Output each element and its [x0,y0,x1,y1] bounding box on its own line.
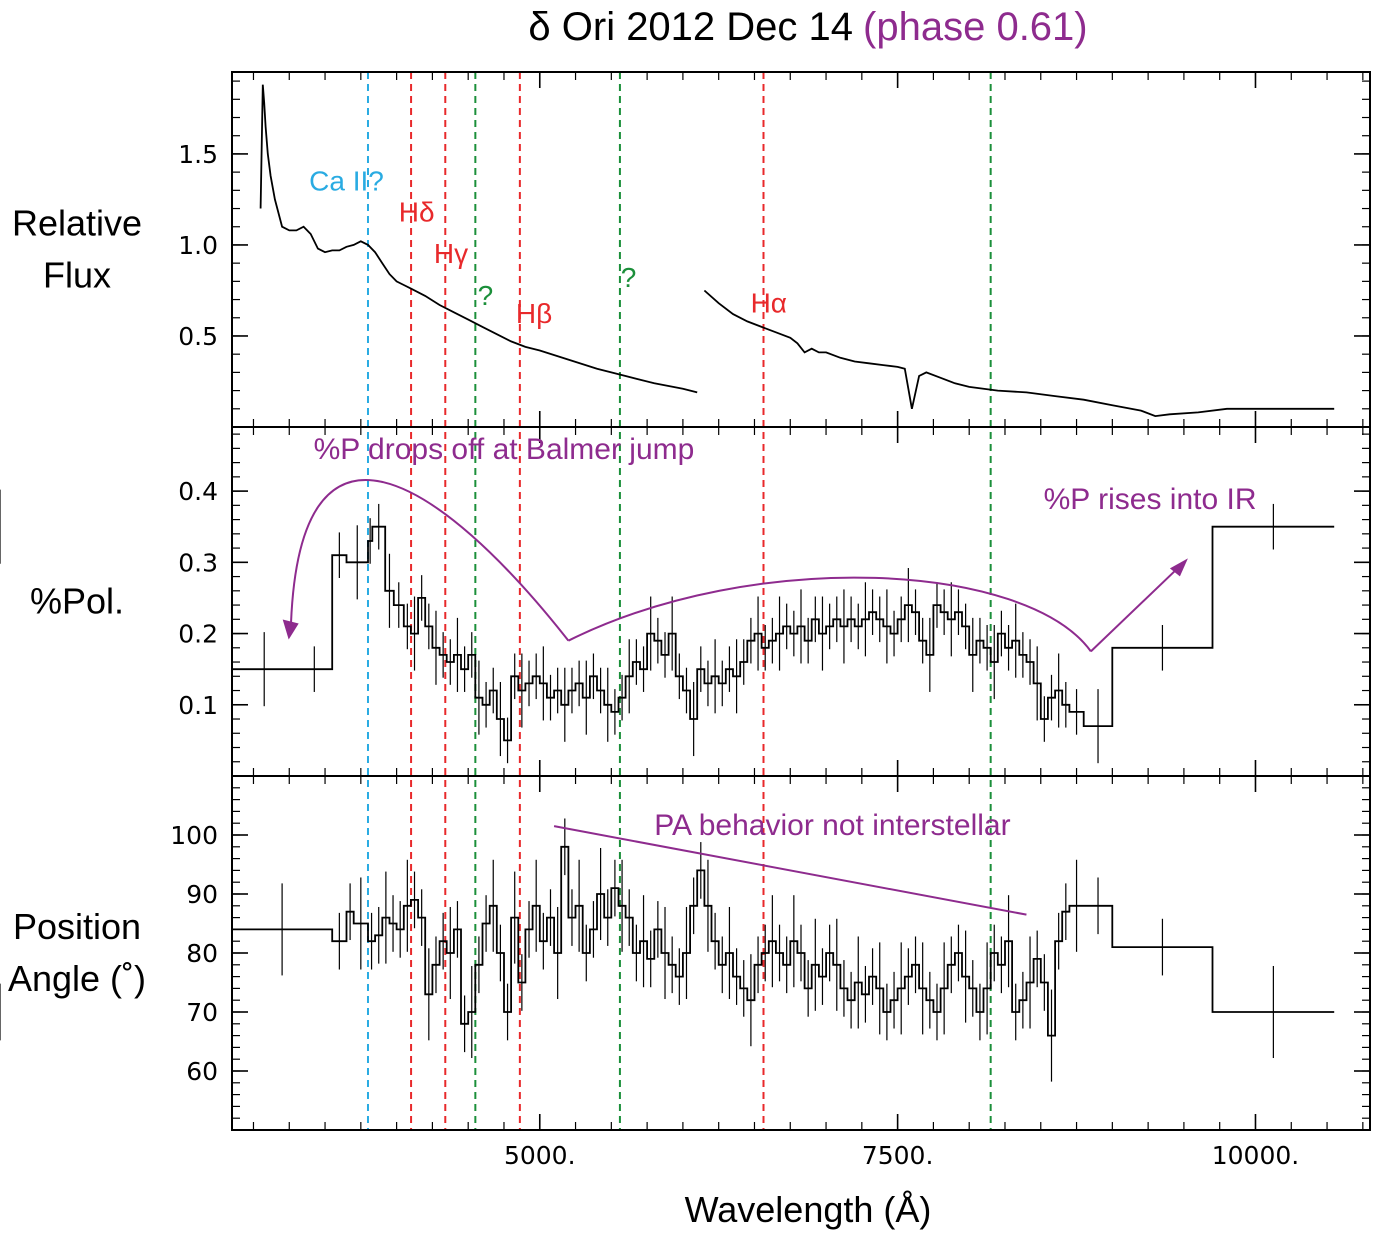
spectral-line-label: Hα [751,287,787,318]
polarization-step-series [232,525,1335,742]
flux-series-line [703,289,1335,418]
chart-title-main: δ Ori 2012 Dec 14 [528,5,853,49]
panel-polarization: 0.1 0.2 0.3 0.4 %Pol. %P drops off at Balmer … [0,426,1371,777]
y-tick-label: 70 [186,998,218,1027]
spectral-line-label: Ca II? [309,165,384,196]
x-tick-label: 5000. [504,1141,576,1170]
y-tick-label: 0.1 [178,691,218,720]
chart-title-phase: (phase 0.61) [863,5,1088,49]
x-tick-label: 7500. [862,1141,934,1170]
chart-panels: 0.5 1.0 1.5 Relative Flux Ca II? Hδ Hγ? Hβ? Hα 0.1… [0,71,1371,1170]
panel-position_angle: 60 70 80 90 100 Position Angle (˚) PA behavior … [0,775,1371,1170]
y-tick-label: 90 [186,880,218,909]
y-tick-label: 60 [186,1057,218,1086]
arrowhead-right [1169,558,1188,577]
y-axis-label: Angle (˚) [8,958,146,999]
y-axis-label: Position [13,906,141,947]
position_angle-step-series [232,845,1335,1037]
y-tick-label: 1.5 [178,140,218,169]
spectral-line-label: Hδ [399,196,435,227]
arrowhead-left [282,619,299,640]
annotation-text: %P rises into IR [1044,483,1257,516]
pa-trend-line [553,825,1027,916]
x-tick-label: 10000. [1212,1141,1299,1170]
panel-flux: 0.5 1.0 1.5 Relative Flux Ca II? Hδ Hγ? Hβ? Hα [12,71,1371,428]
chart-title: δ Ori 2012 Dec 14 (phase 0.61) [528,5,1087,49]
annotation-text: %P drops off at Balmer jump [314,433,695,466]
flux-series-line [259,84,698,394]
y-tick-label: 0.3 [178,548,218,577]
y-tick-label: 0.4 [178,477,218,506]
y-axis-label: Flux [43,255,111,296]
y-tick-label: 0.2 [178,620,218,649]
y-axis-label: %Pol. [30,581,124,622]
y-axis-label: Relative [12,203,142,244]
panel-frame [231,71,1371,428]
y-tick-label: 80 [186,939,218,968]
x-axis-label: Wavelength (Å) [685,1189,932,1230]
spectral-line-label: Hβ [516,298,552,329]
y-tick-label: 100 [170,821,218,850]
y-tick-label: 0.5 [178,322,218,351]
spectral-line-label: ? [478,280,494,311]
spectral-line-label: Hγ [434,238,468,269]
ir-rise-line [1090,561,1185,653]
continuum-arc [567,576,1092,652]
y-tick-label: 1.0 [178,231,218,260]
balmer-jump-arc [289,479,570,642]
spectral-line-label: ? [621,262,637,293]
annotation-text: PA behavior not interstellar [654,809,1010,842]
